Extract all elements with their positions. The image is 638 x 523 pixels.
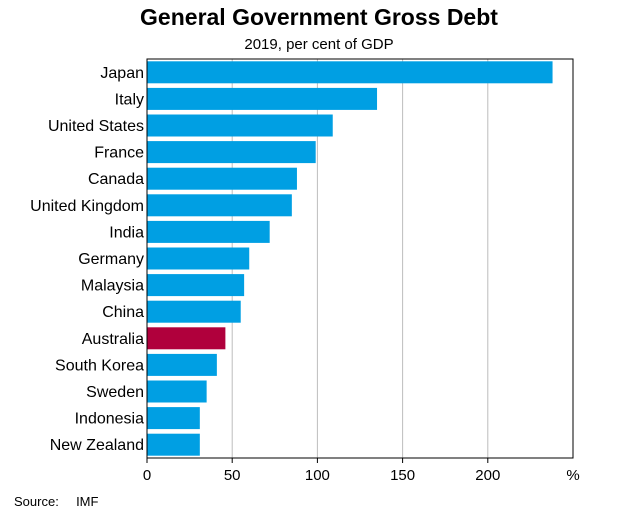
bar [147,380,207,403]
bar [147,327,226,350]
source-label: Source: [14,494,59,509]
category-label: Australia [82,331,144,348]
bar [147,407,200,430]
category-label: United Kingdom [30,198,144,215]
category-label: Canada [88,171,144,188]
category-label: Indonesia [75,411,144,428]
category-label: France [94,145,144,162]
bar [147,114,333,137]
category-label: Sweden [86,384,144,401]
x-tick-label: 100 [305,467,330,484]
category-label: India [109,224,144,241]
bar [147,433,200,456]
plot-frame [146,58,574,459]
category-label: United States [48,118,144,135]
x-tick-label: 0 [143,467,151,484]
x-unit-label: % [566,467,579,484]
x-tick-label: 200 [475,467,500,484]
bar [147,220,270,243]
category-label: New Zealand [50,437,144,454]
bar [147,353,217,376]
category-label: Germany [78,251,144,268]
x-tick-label: 150 [390,467,415,484]
bar [147,141,316,164]
x-tick-label: 50 [224,467,241,484]
bar [147,167,297,190]
chart-subtitle: 2019, per cent of GDP [244,36,394,53]
category-label: China [102,304,144,321]
source-note: Source: IMF [14,494,98,509]
bar [147,300,241,323]
category-label: Malaysia [81,278,144,295]
bar [147,274,245,297]
bar [147,87,378,110]
category-label: Italy [115,91,144,108]
source-value: IMF [76,494,99,509]
bar [147,247,250,270]
chart-title: General Government Gross Debt [140,4,498,30]
category-label: South Korea [55,357,144,374]
category-label: Japan [100,65,144,82]
bar [147,61,553,84]
bar [147,194,292,217]
